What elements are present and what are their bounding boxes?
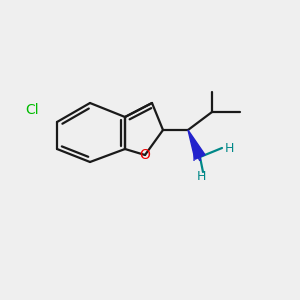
Text: H: H — [196, 170, 206, 184]
Text: N: N — [192, 150, 202, 164]
Text: Cl: Cl — [25, 103, 39, 117]
Polygon shape — [188, 130, 205, 159]
Text: O: O — [140, 148, 150, 162]
Text: H: H — [224, 142, 234, 154]
